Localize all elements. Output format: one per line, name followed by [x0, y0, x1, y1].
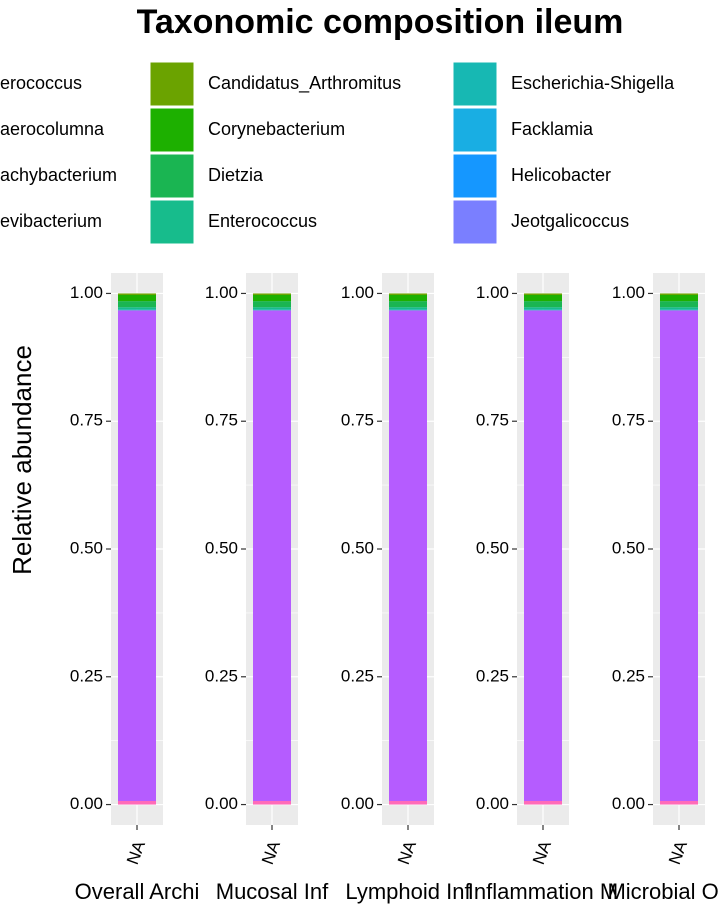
bar-segment [389, 310, 427, 801]
y-tick-label: 0.50 [70, 538, 103, 557]
bar-segment [660, 310, 698, 801]
bar-segment [118, 307, 156, 310]
legend-key [452, 61, 498, 107]
legend-label: Corynebacterium [208, 119, 345, 139]
legend-key [149, 61, 195, 107]
facet-label: Microbial Orga [607, 879, 720, 904]
y-tick-label: 0.75 [205, 411, 238, 430]
bar-segment [118, 294, 156, 302]
y-tick-label: 0.25 [341, 666, 374, 685]
bar-segment [389, 307, 427, 310]
bar-segment [524, 309, 562, 311]
bar-segment [389, 294, 427, 302]
legend-label: evibacterium [0, 211, 102, 231]
bar-segment [253, 309, 291, 311]
bar-segment [660, 309, 698, 311]
x-tick-label: NA [258, 838, 284, 867]
y-tick-label: 0.75 [612, 411, 645, 430]
legend-label: aerocolumna [0, 119, 105, 139]
bar-segment [253, 294, 291, 302]
y-tick-label: 1.00 [476, 283, 509, 302]
y-tick-label: 0.25 [70, 666, 103, 685]
y-tick-label: 0.50 [476, 538, 509, 557]
bar-segment [389, 301, 427, 308]
y-tick-label: 0.00 [612, 794, 645, 813]
bar-segment [389, 309, 427, 311]
bar-segment [660, 294, 698, 302]
x-tick-label: NA [529, 838, 555, 867]
y-tick-label: 1.00 [205, 283, 238, 302]
bar-segment [660, 301, 698, 308]
legend-label: erococcus [0, 73, 82, 93]
bar-segment [253, 301, 291, 308]
bar-segment [660, 307, 698, 310]
x-tick-label: NA [123, 838, 149, 867]
bar-segment [389, 293, 427, 295]
y-tick-label: 0.00 [205, 794, 238, 813]
y-tick-label: 0.25 [205, 666, 238, 685]
legend-label: Helicobacter [511, 165, 611, 185]
bar-segment [660, 293, 698, 295]
y-tick-label: 0.50 [612, 538, 645, 557]
y-tick-label: 0.25 [612, 666, 645, 685]
x-tick-label: NA [665, 838, 691, 867]
facet-label: Inflammation M [468, 879, 618, 904]
y-tick-label: 1.00 [612, 283, 645, 302]
y-tick-label: 0.75 [341, 411, 374, 430]
bar-segment [253, 310, 291, 801]
y-tick-label: 0.25 [476, 666, 509, 685]
bar-segment [524, 294, 562, 302]
legend-key [149, 153, 195, 199]
bar-segment [660, 800, 698, 805]
legend-key [452, 107, 498, 153]
y-tick-label: 0.00 [476, 794, 509, 813]
bar-segment [118, 301, 156, 308]
bar-segment [524, 301, 562, 308]
bar-segment [389, 800, 427, 805]
bar-segment [118, 309, 156, 311]
y-tick-label: 0.00 [341, 794, 374, 813]
y-tick-label: 1.00 [70, 283, 103, 302]
bar-segment [118, 293, 156, 295]
legend-label: Jeotgalicoccus [511, 211, 629, 231]
legend-key [149, 199, 195, 245]
bar-segment [118, 310, 156, 801]
bar-segment [524, 310, 562, 801]
y-tick-label: 0.50 [341, 538, 374, 557]
legend-label: Facklamia [511, 119, 594, 139]
bar-segment [253, 307, 291, 310]
facet-label: Mucosal Inf [216, 879, 329, 904]
y-tick-label: 1.00 [341, 283, 374, 302]
y-tick-label: 0.00 [70, 794, 103, 813]
y-tick-label: 0.50 [205, 538, 238, 557]
bar-segment [253, 800, 291, 805]
bar-segment [118, 800, 156, 805]
facet-label: Lymphoid Inf [345, 879, 471, 904]
bar-segment [524, 800, 562, 805]
y-tick-label: 0.75 [70, 411, 103, 430]
y-tick-label: 0.75 [476, 411, 509, 430]
facet-label: Overall Archi [75, 879, 200, 904]
legend-key [149, 107, 195, 153]
legend-label: achybacterium [0, 165, 117, 185]
legend-label: Enterococcus [208, 211, 317, 231]
y-axis-label: Relative abundance [7, 345, 37, 575]
bar-segment [253, 293, 291, 295]
bar-segment [524, 307, 562, 310]
legend-label: Escherichia-Shigella [511, 73, 675, 93]
bar-segment [524, 293, 562, 295]
chart-title: Taxonomic composition ileum [137, 3, 624, 41]
x-tick-label: NA [394, 838, 420, 867]
legend-label: Dietzia [208, 165, 264, 185]
legend-key [452, 153, 498, 199]
legend-label: Candidatus_Arthromitus [208, 73, 401, 94]
legend-key [452, 199, 498, 245]
